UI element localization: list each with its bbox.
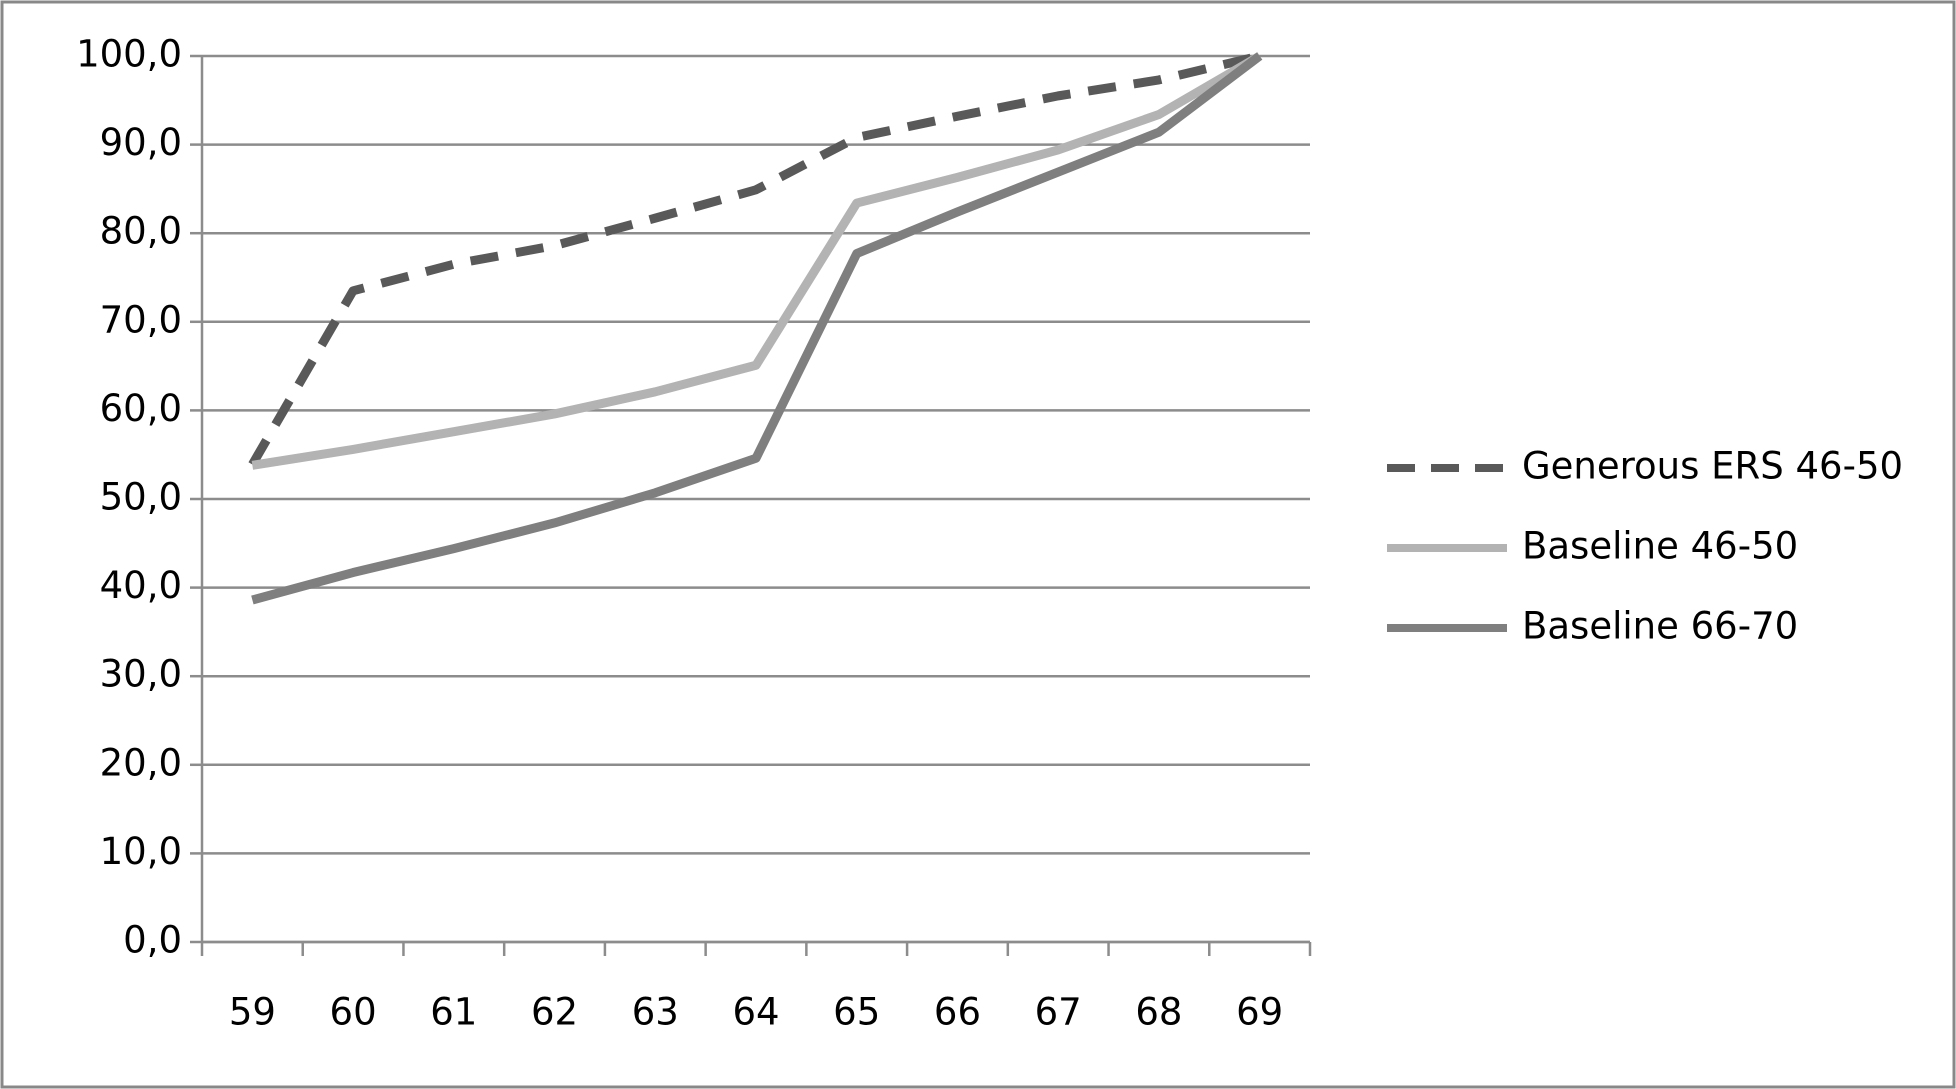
series-line [251,52,1262,470]
x-tick-label: 61 [430,991,477,1034]
y-tick-label: 60,0 [100,387,182,430]
y-tick-label: 30,0 [100,653,182,696]
series-line [251,52,1263,605]
y-tick-label: 70,0 [100,298,182,341]
y-tick-label: 80,0 [100,210,182,253]
legend-label: Baseline 66-70 [1522,605,1798,648]
x-tick-label: 63 [632,991,679,1034]
legend-label: Generous ERS 46-50 [1522,445,1903,488]
x-tick-label: 69 [1236,991,1283,1034]
legend-label: Baseline 46-50 [1522,525,1798,568]
y-tick-label: 100,0 [76,33,182,76]
x-tick-label: 65 [833,991,880,1034]
x-tick-label: 67 [1035,991,1082,1034]
x-tick-label: 62 [531,991,578,1034]
x-tick-label: 60 [330,991,377,1034]
y-tick-label: 50,0 [100,476,182,519]
series-line [248,51,1261,467]
y-tick-label: 0,0 [123,919,182,962]
x-tick-label: 64 [732,991,779,1034]
x-tick-label: 66 [934,991,981,1034]
y-tick-label: 20,0 [100,741,182,784]
y-tick-label: 40,0 [100,564,182,607]
y-tick-label: 10,0 [100,830,182,873]
x-tick-label: 68 [1135,991,1182,1034]
x-tick-label: 59 [229,991,276,1034]
y-tick-label: 90,0 [100,121,182,164]
